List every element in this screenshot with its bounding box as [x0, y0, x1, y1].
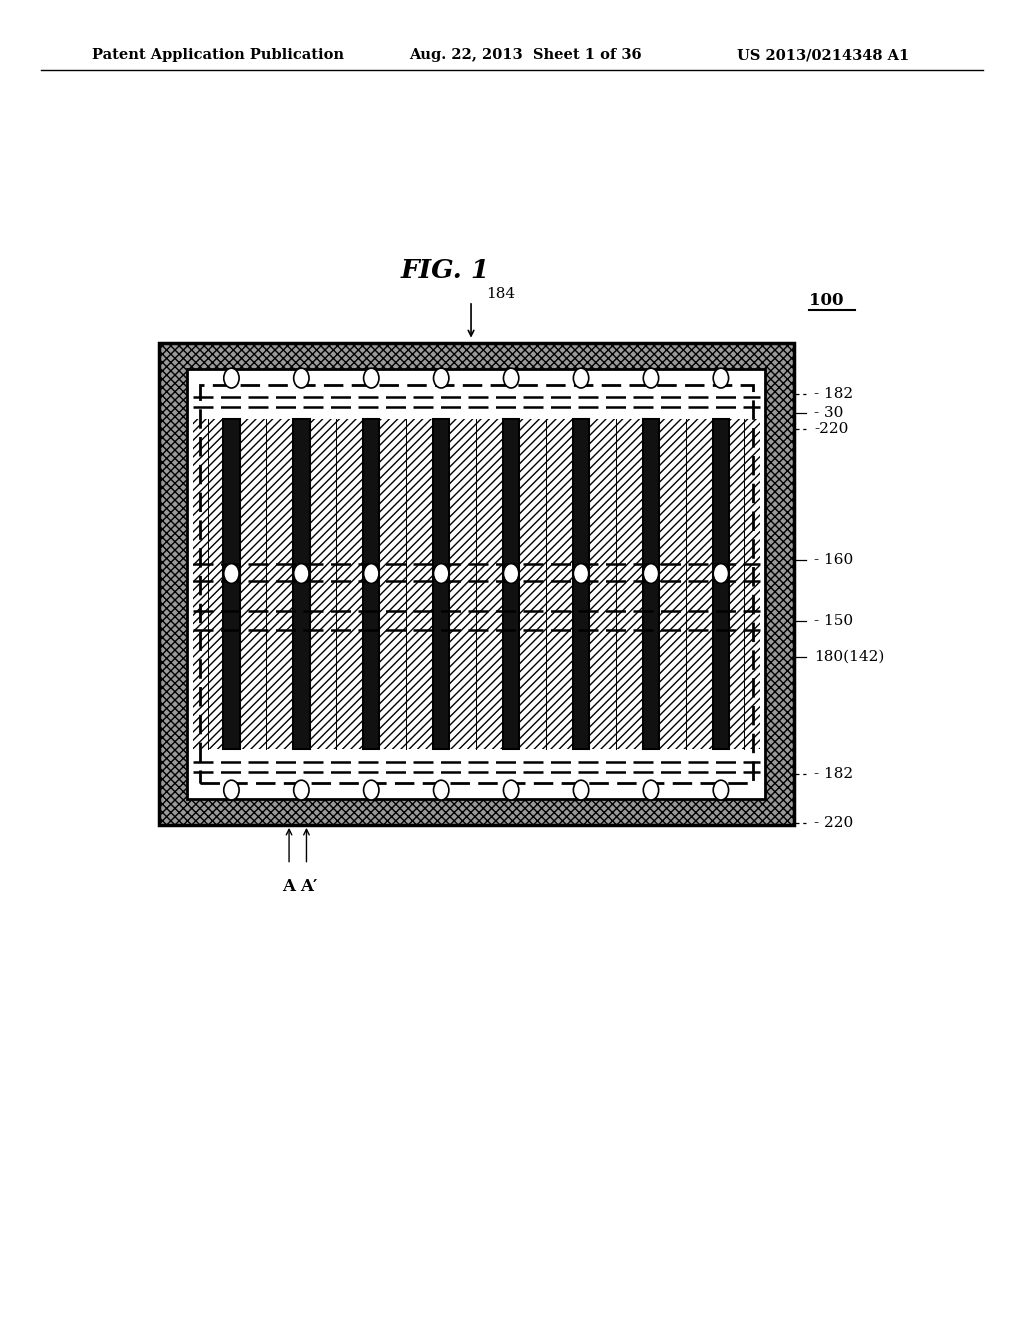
Circle shape: [713, 780, 728, 800]
Circle shape: [573, 368, 589, 388]
Text: - 182: - 182: [814, 767, 853, 781]
Circle shape: [504, 780, 519, 800]
Text: - 150: - 150: [814, 614, 853, 628]
Bar: [364, 420, 380, 748]
Circle shape: [643, 780, 658, 800]
Circle shape: [433, 780, 449, 800]
Bar: [659, 420, 713, 748]
Circle shape: [433, 564, 449, 583]
Circle shape: [573, 564, 589, 583]
Bar: [293, 420, 309, 748]
Circle shape: [364, 368, 379, 388]
Circle shape: [504, 564, 519, 583]
Bar: [193, 420, 760, 748]
Text: - 182: - 182: [814, 387, 853, 401]
Bar: [433, 420, 450, 748]
Text: 100: 100: [809, 293, 844, 309]
Bar: [729, 420, 760, 748]
Text: - 30: - 30: [814, 407, 844, 420]
Text: A: A: [283, 878, 296, 895]
Text: - 160: - 160: [814, 553, 853, 568]
Bar: [713, 420, 729, 748]
Circle shape: [294, 564, 309, 583]
Bar: [503, 420, 519, 748]
Circle shape: [713, 564, 728, 583]
Bar: [380, 420, 433, 748]
Bar: [159, 343, 794, 825]
Circle shape: [223, 780, 240, 800]
Circle shape: [364, 564, 379, 583]
Bar: [643, 420, 659, 748]
Circle shape: [223, 564, 240, 583]
Circle shape: [294, 368, 309, 388]
Bar: [240, 420, 293, 748]
Circle shape: [573, 780, 589, 800]
Text: 180(142): 180(142): [814, 649, 885, 664]
Bar: [200, 385, 753, 783]
Text: -220: -220: [814, 422, 849, 437]
Circle shape: [643, 368, 658, 388]
Text: FIG. 1: FIG. 1: [400, 259, 490, 282]
Text: Aug. 22, 2013  Sheet 1 of 36: Aug. 22, 2013 Sheet 1 of 36: [410, 49, 642, 62]
Circle shape: [364, 780, 379, 800]
Text: 184: 184: [486, 288, 515, 301]
Circle shape: [433, 368, 449, 388]
Bar: [589, 420, 643, 748]
Circle shape: [504, 368, 519, 388]
Text: - 220: - 220: [814, 816, 853, 830]
Bar: [519, 420, 572, 748]
Circle shape: [643, 564, 658, 583]
Bar: [223, 420, 240, 748]
Bar: [450, 420, 503, 748]
Bar: [187, 370, 765, 799]
Bar: [159, 343, 794, 825]
Bar: [193, 420, 223, 748]
Text: Patent Application Publication: Patent Application Publication: [92, 49, 344, 62]
Bar: [309, 420, 364, 748]
Text: US 2013/0214348 A1: US 2013/0214348 A1: [737, 49, 909, 62]
Text: A′: A′: [300, 878, 317, 895]
Circle shape: [713, 368, 728, 388]
Circle shape: [294, 780, 309, 800]
Bar: [572, 420, 589, 748]
Circle shape: [223, 368, 240, 388]
